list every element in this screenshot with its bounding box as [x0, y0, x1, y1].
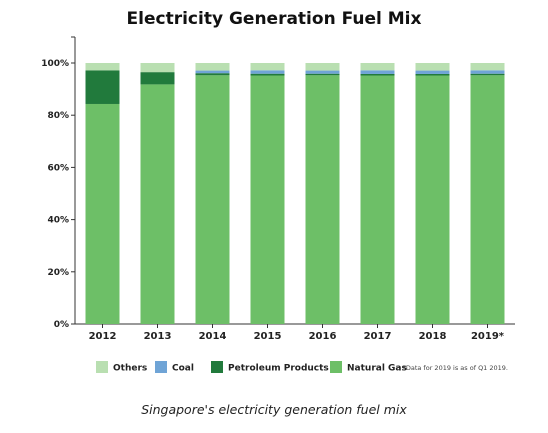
y-axis: 0% 20% 40% 60% 80% 100%	[41, 36, 76, 330]
figure-caption: Singapore's electricity generation fuel …	[141, 402, 407, 417]
y-tick-label: 0%	[54, 320, 69, 330]
bar-natural-gas-2019	[470, 75, 505, 324]
x-tick-label: 2012	[89, 331, 117, 342]
bar-natural-gas-2013	[140, 84, 175, 324]
bar-natural-gas-2014	[195, 75, 230, 324]
bar-natural-gas-2015	[250, 75, 285, 324]
legend-label: Petroleum Products	[228, 364, 329, 374]
bar-others-2019	[470, 63, 505, 71]
y-tick-label: 20%	[47, 268, 69, 278]
y-tick-label: 100%	[41, 59, 69, 69]
bar-stack-2012	[85, 63, 120, 325]
bar-petroleum-products-2015	[250, 73, 285, 76]
legend-label: Natural Gas	[347, 364, 407, 374]
bar-stack-2018	[415, 63, 450, 324]
bar-stack-2015	[250, 63, 285, 324]
bar-petroleum-products-2014	[195, 73, 230, 76]
chart-title: Electricity Generation Fuel Mix	[127, 9, 422, 29]
bar-others-2018	[415, 63, 450, 71]
bar-coal-2018	[415, 70, 450, 74]
bar-petroleum-products-2016	[305, 73, 340, 76]
bar-others-2017	[360, 63, 395, 71]
x-tick-label: 2018	[419, 331, 447, 342]
bar-petroleum-products-2012	[85, 70, 120, 104]
bar-coal-2019	[470, 70, 505, 74]
x-tick-label: 2016	[309, 331, 337, 342]
bar-others-2015	[250, 63, 285, 71]
y-tick-label: 60%	[47, 163, 69, 173]
legend-swatch	[96, 361, 108, 373]
x-tick-label: 2014	[199, 331, 227, 342]
bar-coal-2014	[195, 70, 230, 74]
x-tick-label: 2019*	[471, 331, 505, 342]
legend-label: Coal	[172, 364, 194, 374]
y-tick-label: 80%	[47, 111, 69, 121]
legend-swatch	[211, 361, 223, 373]
bar-natural-gas-2016	[305, 75, 340, 324]
bar-natural-gas-2017	[360, 75, 395, 324]
bar-coal-2017	[360, 70, 395, 74]
bar-coal-2016	[305, 70, 340, 74]
legend-label: Others	[113, 364, 147, 374]
x-axis: 2012 2013 2014 2015 2016 2017 2018 2019*	[75, 323, 515, 342]
bar-coal-2015	[250, 70, 285, 74]
bar-others-2016	[305, 63, 340, 71]
x-tick-label: 2013	[144, 331, 172, 342]
footnote: *Data for 2019 is as of Q1 2019.	[403, 364, 508, 372]
x-tick-label: 2015	[254, 331, 282, 342]
bar-stacks	[85, 63, 505, 325]
bar-stack-2017	[360, 63, 395, 324]
bar-petroleum-products-2017	[360, 73, 395, 76]
legend-item-coal: Coal	[155, 361, 194, 374]
bar-petroleum-products-2013	[140, 72, 175, 85]
legend-swatch	[155, 361, 167, 373]
bar-others-2013	[140, 63, 175, 73]
y-tick-label: 40%	[47, 216, 69, 226]
legend: Others Coal Petroleum Products Natural Gas	[96, 361, 407, 374]
bar-stack-2014	[195, 63, 230, 324]
bar-natural-gas-2018	[415, 75, 450, 324]
bar-natural-gas-2012	[85, 103, 120, 325]
bar-petroleum-products-2019	[470, 73, 505, 76]
x-tick-label: 2017	[364, 331, 392, 342]
bar-stack-2016	[305, 63, 340, 324]
legend-item-natural-gas: Natural Gas	[330, 361, 407, 374]
bar-stack-2013	[140, 63, 175, 324]
bar-others-2014	[195, 63, 230, 71]
legend-item-others: Others	[96, 361, 147, 374]
bar-stack-2019	[470, 63, 505, 324]
bar-others-2012	[85, 63, 120, 71]
legend-swatch	[330, 361, 342, 373]
legend-item-petroleum-products: Petroleum Products	[211, 361, 329, 374]
bar-petroleum-products-2018	[415, 73, 450, 76]
